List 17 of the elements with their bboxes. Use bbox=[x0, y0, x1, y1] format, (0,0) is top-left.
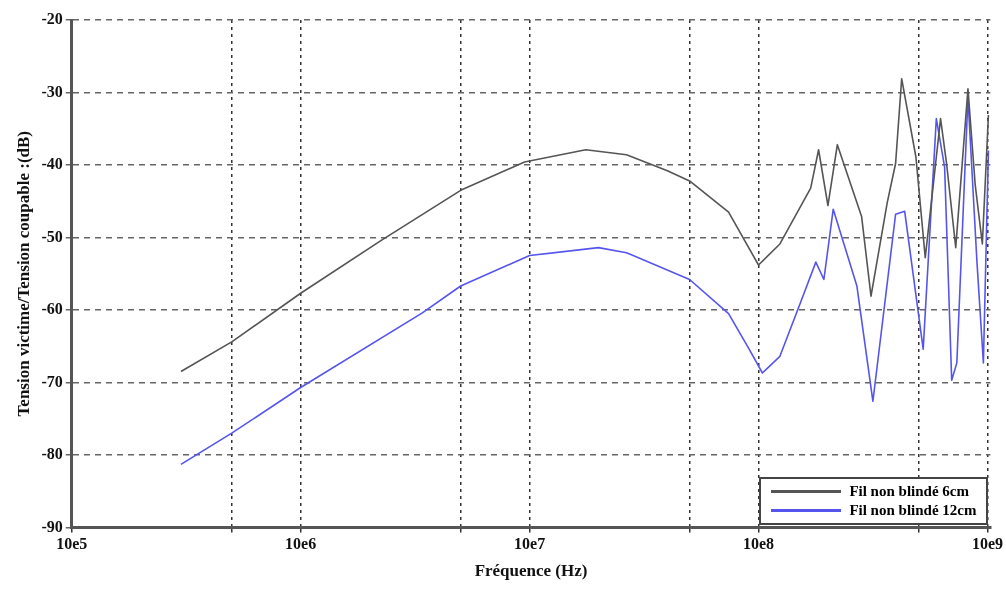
y-axis-title: Tension victime/Tension coupable :(dB) bbox=[13, 130, 33, 417]
legend-label: Fil non blindé 12cm bbox=[849, 501, 977, 521]
x-tick-label: 10e8 bbox=[742, 535, 775, 553]
y-tick-label: -40 bbox=[41, 155, 63, 173]
x-tick-label: 10e6 bbox=[285, 535, 317, 553]
x-tick-label: 10e7 bbox=[514, 535, 546, 553]
y-tick-label: -50 bbox=[41, 227, 63, 245]
y-tick-label: -20 bbox=[41, 10, 63, 28]
legend-label: Fil non blindé 6cm bbox=[849, 482, 969, 502]
y-tick-label: -60 bbox=[41, 300, 63, 318]
y-tick-label: -70 bbox=[41, 372, 63, 390]
y-tick-label: -30 bbox=[41, 82, 63, 100]
y-tick-label: -90 bbox=[41, 517, 63, 535]
x-axis-title: Fréquence (Hz) bbox=[474, 561, 588, 581]
y-tick-label: -80 bbox=[41, 445, 63, 463]
x-tick-label: 10e5 bbox=[56, 535, 88, 553]
x-tick-label: 10e9 bbox=[971, 535, 1003, 553]
